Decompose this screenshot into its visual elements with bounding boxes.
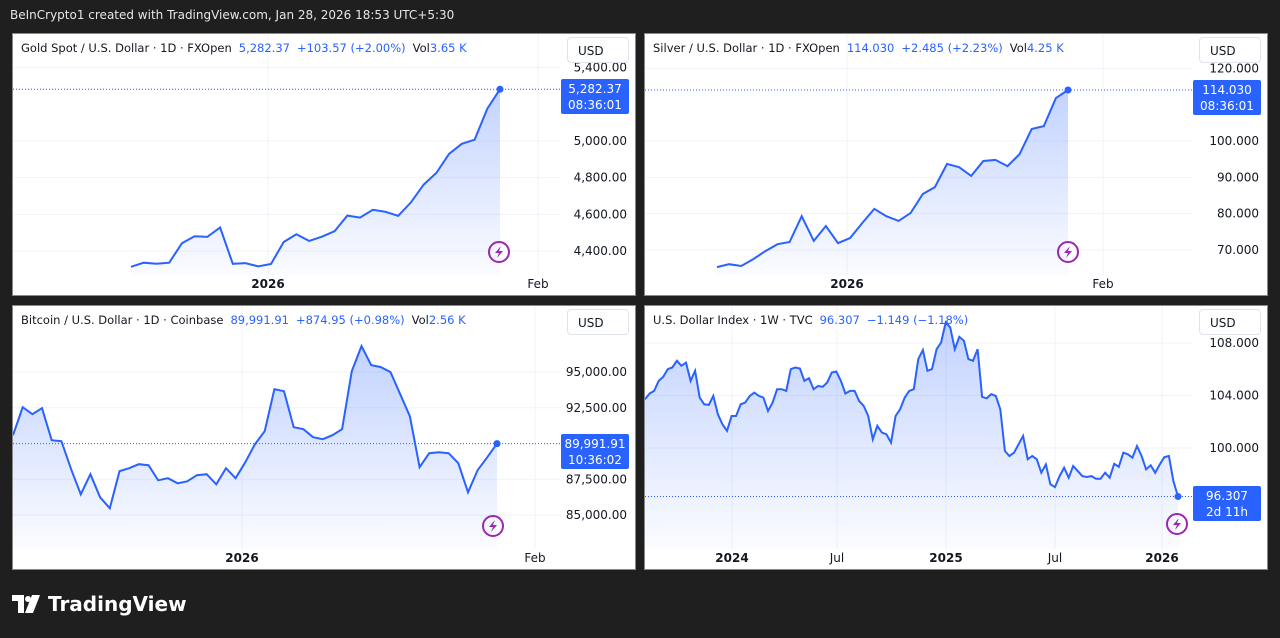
y-tick-label: 95,000.00 bbox=[566, 365, 627, 379]
y-tick-label: 5,400.00 bbox=[574, 61, 627, 75]
y-tick-label: 4,800.00 bbox=[574, 171, 627, 185]
currency-button[interactable]: USD bbox=[567, 309, 629, 335]
tradingview-logo-icon bbox=[12, 595, 40, 613]
lightning-icon[interactable] bbox=[488, 241, 510, 263]
x-tick-label: 2026 bbox=[1145, 551, 1178, 565]
symbol-header[interactable]: U.S. Dollar Index · 1W · TVC 96.307 −1.149… bbox=[653, 313, 968, 327]
price-change: −1.149 (−1.18%) bbox=[866, 313, 969, 327]
chart-plot[interactable]: 100.000 104.000 108.000 2024 Jul 2025 Jul 2026 bbox=[645, 306, 1268, 570]
currency-button[interactable]: USD bbox=[1199, 309, 1261, 335]
volume-value: 2.56 K bbox=[428, 313, 466, 327]
y-tick-label: 4,600.00 bbox=[574, 207, 627, 221]
chart-panel[interactable]: 100.000 104.000 108.000 2024 Jul 2025 Jul 2026 U… bbox=[644, 305, 1268, 570]
price-line bbox=[13, 343, 498, 511]
chart-panel[interactable]: 4,400.00 4,600.00 4,800.00 5,000.00 5,400.00… bbox=[12, 33, 636, 296]
last-price-value: 89,991.91 bbox=[564, 436, 626, 451]
last-price-dot bbox=[1064, 86, 1072, 94]
last-price-value: 5,282.37 bbox=[568, 82, 622, 97]
last-price-dot bbox=[493, 440, 501, 448]
y-tick-label: 80.000 bbox=[1217, 207, 1259, 221]
y-tick-label: 100.000 bbox=[1209, 441, 1259, 455]
last-price: 5,282.37 bbox=[238, 41, 290, 55]
chart-plot[interactable]: 4,400.00 4,600.00 4,800.00 5,000.00 5,400.00… bbox=[13, 34, 636, 296]
chart-plot[interactable]: 85,000.00 87,500.00 92,500.00 95,000.00 2026… bbox=[13, 306, 636, 570]
y-tick-label: 87,500.00 bbox=[566, 472, 627, 486]
last-price-label: 96.307 2d 11h bbox=[1193, 486, 1261, 522]
x-tick-label: 2026 bbox=[830, 277, 863, 291]
bar-countdown: 08:36:01 bbox=[1200, 99, 1254, 114]
volume-value: 3.65 K bbox=[429, 41, 467, 55]
x-tick-label: Jul bbox=[829, 551, 844, 565]
y-tick-label: 90.000 bbox=[1217, 170, 1259, 184]
area-fill bbox=[13, 346, 497, 549]
lightning-icon[interactable] bbox=[1057, 241, 1079, 263]
lightning-bolt bbox=[495, 246, 503, 258]
x-tick-label: 2024 bbox=[715, 551, 748, 565]
lightning-bolt bbox=[489, 520, 497, 532]
y-tick-label: 100.000 bbox=[1209, 134, 1259, 148]
x-tick-label: Feb bbox=[524, 551, 545, 565]
last-price-label: 114.030 08:36:01 bbox=[1193, 80, 1261, 116]
symbol-title: Gold Spot / U.S. Dollar · 1D · FXOpen bbox=[21, 41, 232, 55]
y-tick-label: 108.000 bbox=[1209, 336, 1259, 350]
x-tick-label: Feb bbox=[1092, 277, 1113, 291]
last-price: 96.307 bbox=[819, 313, 860, 327]
currency-button[interactable]: USD bbox=[567, 37, 629, 63]
chart-panel[interactable]: 85,000.00 87,500.00 92,500.00 95,000.00 2026… bbox=[12, 305, 636, 570]
last-price-dot bbox=[1174, 492, 1182, 500]
last-price: 114.030 bbox=[846, 41, 895, 55]
last-price: 89,991.91 bbox=[230, 313, 289, 327]
area-fill bbox=[131, 89, 500, 275]
symbol-title: Silver / U.S. Dollar · 1D · FXOpen bbox=[653, 41, 840, 55]
price-change: +874.95 (+0.98%) bbox=[295, 313, 405, 327]
y-tick-label: 120.000 bbox=[1209, 61, 1259, 75]
x-tick-label: 2025 bbox=[929, 551, 962, 565]
x-tick-label: Feb bbox=[527, 277, 548, 291]
price-line bbox=[716, 89, 1069, 269]
bar-countdown: 08:36:01 bbox=[568, 98, 622, 113]
x-tick-label: Jul bbox=[1047, 551, 1062, 565]
y-tick-label: 4,400.00 bbox=[574, 244, 627, 258]
last-price-label: 5,282.37 08:36:01 bbox=[561, 79, 629, 115]
volume-label: Vol bbox=[411, 313, 429, 327]
area-fill bbox=[717, 90, 1068, 275]
chart-caption: BeInCrypto1 created with TradingView.com… bbox=[10, 8, 455, 22]
symbol-header[interactable]: Bitcoin / U.S. Dollar · 1D · Coinbase 89,… bbox=[21, 313, 466, 327]
currency-button[interactable]: USD bbox=[1199, 37, 1261, 63]
chart-plot[interactable]: 70.000 80.000 90.000 100.000 120.000 2026 Feb bbox=[645, 34, 1268, 296]
x-tick-label: 2026 bbox=[225, 551, 258, 565]
last-price-value: 96.307 bbox=[1206, 489, 1248, 504]
x-tick-label: 2026 bbox=[251, 277, 284, 291]
y-tick-label: 5,000.00 bbox=[574, 134, 627, 148]
chart-panel[interactable]: 70.000 80.000 90.000 100.000 120.000 2026 Feb S… bbox=[644, 33, 1268, 296]
bar-countdown: 2d 11h bbox=[1206, 505, 1248, 520]
last-price-value: 114.030 bbox=[1202, 83, 1252, 98]
last-price-label: 89,991.91 10:36:02 bbox=[561, 433, 629, 469]
volume-label: Vol bbox=[412, 41, 430, 55]
y-tick-label: 70.000 bbox=[1217, 243, 1259, 257]
tradingview-logo[interactable]: TradingView bbox=[12, 592, 187, 616]
lightning-bolt bbox=[1173, 518, 1181, 530]
y-tick-label: 104.000 bbox=[1209, 389, 1259, 403]
last-price-dot bbox=[496, 85, 504, 93]
symbol-title: U.S. Dollar Index · 1W · TVC bbox=[653, 313, 813, 327]
price-line bbox=[645, 320, 1179, 497]
symbol-header[interactable]: Gold Spot / U.S. Dollar · 1D · FXOpen 5,2… bbox=[21, 41, 467, 55]
brand-name: TradingView bbox=[48, 592, 187, 616]
price-line bbox=[130, 88, 501, 268]
symbol-title: Bitcoin / U.S. Dollar · 1D · Coinbase bbox=[21, 313, 224, 327]
y-tick-label: 85,000.00 bbox=[566, 508, 627, 522]
lightning-icon[interactable] bbox=[1166, 513, 1188, 535]
y-tick-label: 92,500.00 bbox=[566, 401, 627, 415]
lightning-icon[interactable] bbox=[482, 515, 504, 537]
price-change: +2.485 (+2.23%) bbox=[901, 41, 1003, 55]
price-change: +103.57 (+2.00%) bbox=[296, 41, 406, 55]
area-fill bbox=[645, 322, 1178, 549]
volume-value: 4.25 K bbox=[1026, 41, 1064, 55]
bar-countdown: 10:36:02 bbox=[568, 452, 622, 467]
lightning-bolt bbox=[1064, 246, 1072, 258]
symbol-header[interactable]: Silver / U.S. Dollar · 1D · FXOpen 114.03… bbox=[653, 41, 1064, 55]
volume-label: Vol bbox=[1009, 41, 1027, 55]
